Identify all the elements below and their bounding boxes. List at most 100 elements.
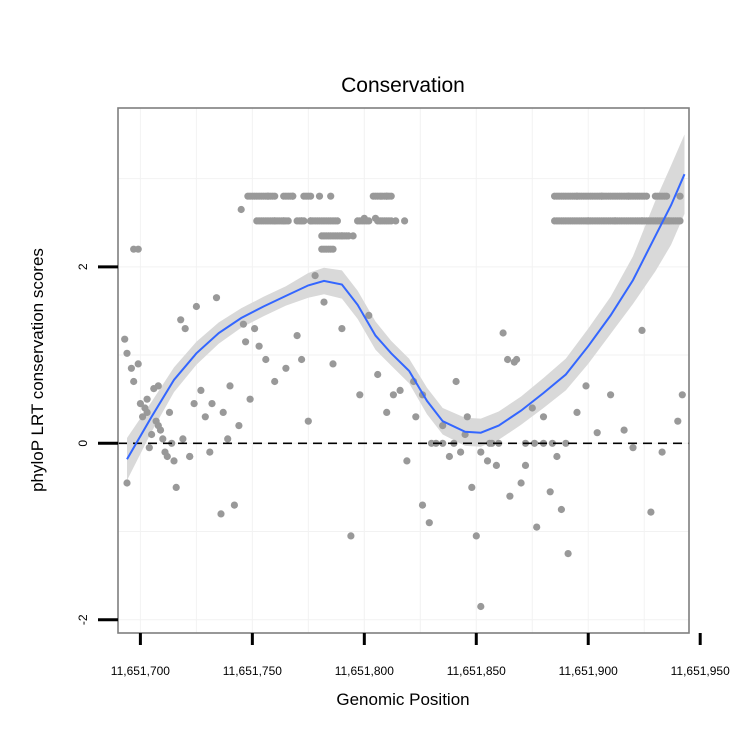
data-point <box>676 192 684 200</box>
data-point <box>154 382 162 390</box>
data-point <box>123 349 131 357</box>
data-point <box>553 452 561 461</box>
data-point <box>483 457 492 465</box>
data-point <box>206 448 214 456</box>
data-point <box>365 217 373 225</box>
data-point <box>472 532 480 540</box>
data-point <box>463 413 471 421</box>
y-tick-label: -2 <box>76 614 90 625</box>
data-point <box>439 422 447 430</box>
data-point <box>387 192 395 200</box>
data-point <box>356 391 364 399</box>
data-point <box>676 217 684 225</box>
data-point <box>172 483 180 491</box>
data-point <box>347 532 355 540</box>
data-point <box>477 602 485 611</box>
data-point <box>329 360 337 368</box>
data-point <box>121 335 129 343</box>
data-point <box>284 217 292 225</box>
data-point <box>304 417 312 425</box>
data-point <box>486 439 494 447</box>
data-point <box>412 413 420 421</box>
data-point <box>333 217 341 225</box>
data-point <box>242 338 250 346</box>
data-point <box>179 435 187 443</box>
data-point <box>562 439 570 447</box>
data-point <box>506 492 514 500</box>
data-point <box>271 377 279 386</box>
data-point <box>401 217 409 225</box>
data-point <box>389 391 397 399</box>
data-point <box>143 408 151 416</box>
data-point <box>208 400 216 408</box>
data-point <box>418 501 427 509</box>
data-point <box>528 404 536 412</box>
data-point <box>629 444 637 452</box>
data-point <box>573 408 581 416</box>
data-point <box>282 364 290 372</box>
data-point <box>539 413 548 421</box>
data-points <box>121 192 686 611</box>
data-point <box>457 448 465 456</box>
data-point <box>255 342 263 350</box>
data-point <box>674 417 682 425</box>
y-tick-label: 2 <box>76 263 90 270</box>
data-point <box>557 505 566 514</box>
data-point <box>165 408 174 416</box>
data-point <box>678 391 686 399</box>
data-point <box>492 461 500 469</box>
data-point <box>315 192 324 200</box>
y-tick-label: 0 <box>76 440 90 447</box>
data-point <box>134 245 142 253</box>
panel-border <box>117 107 690 634</box>
data-point <box>445 452 453 461</box>
x-axis-label: Genomic Position <box>336 690 469 709</box>
data-point <box>533 523 541 531</box>
data-point <box>320 298 328 306</box>
data-point <box>311 272 319 280</box>
data-point <box>145 444 153 452</box>
data-point <box>468 483 476 491</box>
data-point <box>387 217 395 225</box>
data-point <box>642 192 651 200</box>
data-point <box>521 461 530 469</box>
data-point <box>219 408 227 416</box>
data-point <box>163 452 171 461</box>
data-point <box>226 382 234 390</box>
x-tick-label: 11,651,800 <box>335 664 394 678</box>
data-point <box>338 325 346 333</box>
data-point <box>143 395 151 403</box>
x-tick-label: 11,651,750 <box>223 664 282 678</box>
data-point <box>217 510 225 518</box>
data-point <box>177 316 185 324</box>
data-point <box>582 382 590 390</box>
data-point <box>427 439 436 447</box>
x-tick-label: 11,651,900 <box>559 664 618 678</box>
data-point <box>271 192 279 200</box>
data-point <box>190 400 198 408</box>
data-point <box>307 192 315 200</box>
data-point <box>212 294 221 302</box>
data-point <box>564 550 572 558</box>
data-point <box>298 355 306 364</box>
data-point <box>477 448 485 456</box>
x-tick-label: 11,651,850 <box>447 664 506 678</box>
y-axis-label: phyloP LRT conservation scores <box>28 248 47 492</box>
data-point <box>452 377 460 386</box>
data-point <box>127 364 135 372</box>
data-point <box>638 326 646 334</box>
data-point <box>123 479 131 487</box>
data-point <box>439 439 447 447</box>
data-point <box>658 448 666 456</box>
x-tick-label: 11,651,950 <box>671 664 730 678</box>
data-point <box>396 386 404 394</box>
smooth-line <box>126 173 686 460</box>
chart-title: Conservation <box>341 74 465 97</box>
data-point <box>663 192 671 200</box>
data-point <box>374 370 382 379</box>
data-point <box>224 435 232 443</box>
data-point <box>239 320 247 328</box>
data-point <box>237 205 245 214</box>
data-point <box>504 355 512 364</box>
data-point <box>607 391 615 399</box>
